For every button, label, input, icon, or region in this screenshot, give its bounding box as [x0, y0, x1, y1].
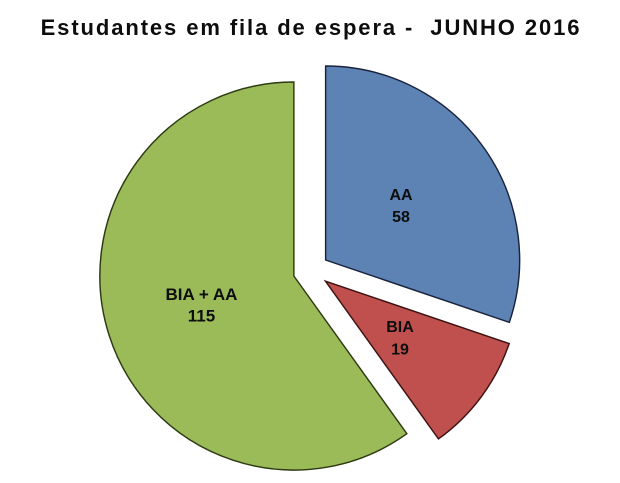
svg-text:BIA + AA: BIA + AA — [166, 285, 238, 304]
svg-text:19: 19 — [391, 342, 409, 359]
svg-text:115: 115 — [188, 307, 215, 326]
svg-text:AA: AA — [389, 187, 413, 204]
svg-text:BIA: BIA — [386, 319, 414, 336]
svg-text:Estudantes em fila de espera -: Estudantes em fila de espera - JUNHO 201… — [41, 15, 582, 40]
svg-text:58: 58 — [392, 209, 410, 226]
